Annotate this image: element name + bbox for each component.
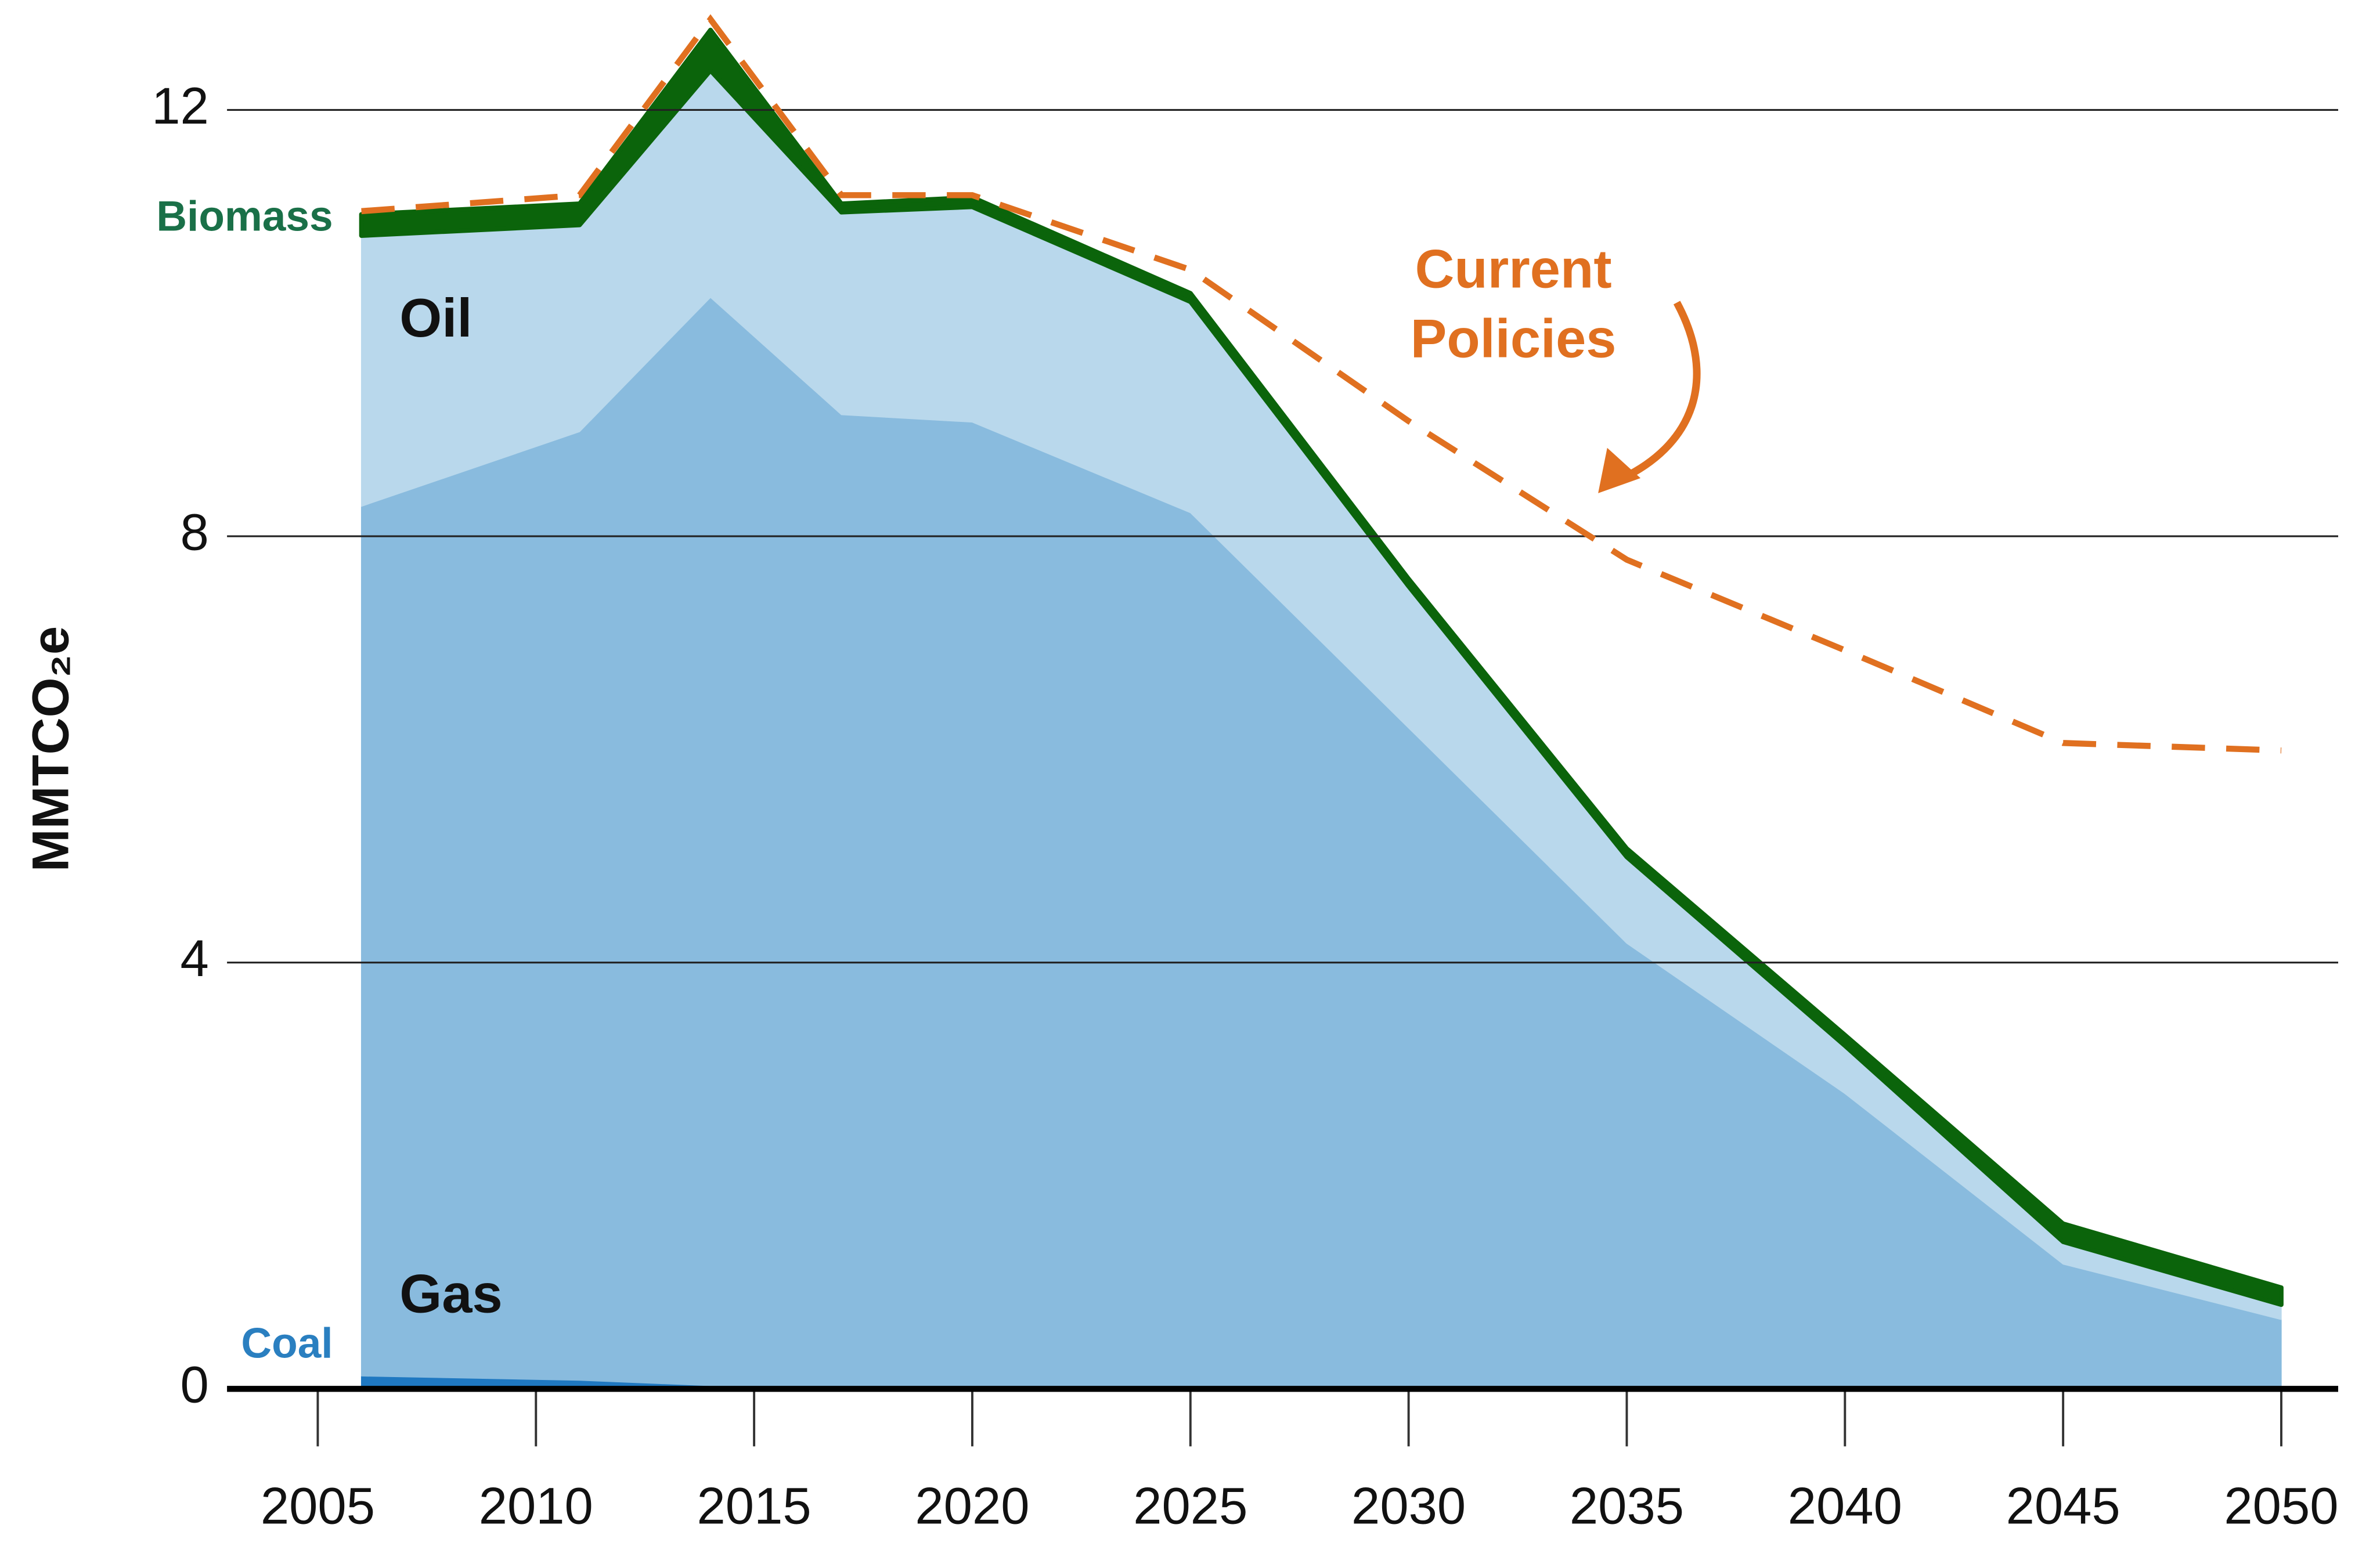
series-label-box: Current Policies (1410, 237, 1617, 370)
grid (227, 109, 2339, 964)
x-tick-label: 2030 (1351, 1477, 1466, 1534)
series-label: Current Policies (1410, 237, 1617, 370)
x-tick-label: 2045 (2006, 1477, 2120, 1534)
y-tick-label: 0 (181, 1356, 209, 1414)
y-tick-label: 12 (152, 77, 209, 135)
x-tick-label: 2025 (1133, 1477, 1247, 1534)
series-label: Biomass (156, 193, 333, 240)
line (361, 14, 2282, 754)
x-tick-label: 2050 (2224, 1477, 2338, 1534)
x-tick-label: 2020 (915, 1477, 1029, 1534)
series-label: Oil (399, 287, 472, 348)
y-tick-label: 4 (181, 930, 209, 987)
x-tick-label: 2015 (697, 1477, 812, 1534)
annotation-arrowhead (1598, 447, 1641, 493)
x-tick-label: 2035 (1570, 1477, 1684, 1534)
annotation-arrow (1614, 301, 1701, 485)
areas (359, 27, 2284, 1389)
series-label: Coal (241, 1320, 333, 1367)
lines (361, 14, 2282, 754)
area (359, 27, 2284, 1307)
y-axis-label: MMTCO₂e (21, 626, 79, 872)
y-tick-label: 8 (181, 503, 209, 561)
series-label: Gas (399, 1263, 502, 1324)
x-tick-label: 2040 (1788, 1477, 1902, 1534)
x-tick-label: 2010 (479, 1477, 593, 1534)
x-tick-label: 2005 (261, 1477, 375, 1534)
